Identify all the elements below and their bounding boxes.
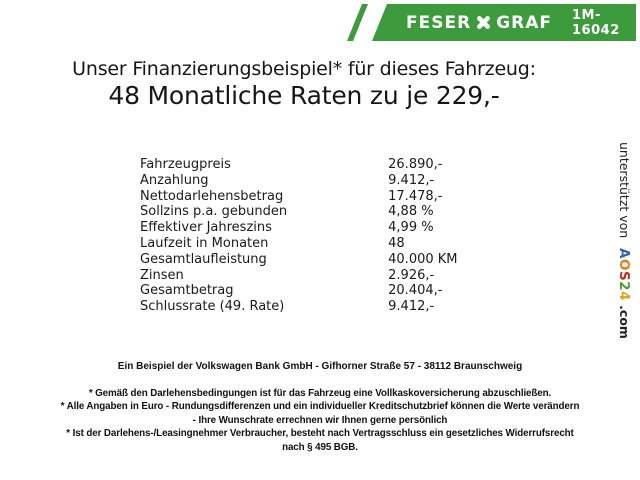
support-prefix: unterstützt von — [617, 142, 632, 243]
row-value: 9.412,- — [388, 299, 435, 315]
support-badge: unterstützt von AOS24 .com — [616, 142, 632, 357]
row-label: Zinsen — [140, 267, 184, 283]
aos24-letter: O — [616, 259, 632, 272]
row-value: 26.890,- — [388, 157, 443, 172]
aos24-letter: A — [616, 248, 632, 260]
bank-address-line: Ein Beispiel der Volkswagen Bank GmbH - … — [117, 361, 523, 372]
aos24-letter: 2 — [616, 281, 632, 292]
legal-note-line: nach § 495 BGB. — [282, 441, 358, 453]
offer-rate-headline: 48 Monatliche Raten zu je 229,- — [108, 81, 500, 110]
table-row: Zinsen 2.926,- — [140, 268, 458, 284]
table-row: Gesamtbetrag 20.404,- — [140, 283, 458, 299]
table-row: Gesamtlaufleistung 40.000 KM — [140, 252, 458, 268]
table-row: Fahrzeugpreis 26.890,- — [140, 157, 458, 173]
row-label: Schlussrate (49. Rate) — [140, 299, 285, 315]
aos24-domain-suffix: .com — [617, 305, 632, 339]
legal-notes: * Gemäß den Darlehensbedingungen ist für… — [0, 387, 640, 454]
table-row: Nettodarlehensbetrag 17.478,- — [140, 189, 458, 205]
table-row: Schlussrate (49. Rate) 9.412,- — [140, 299, 458, 315]
row-value: 48 — [388, 235, 405, 251]
row-value: 9.412,- — [388, 172, 435, 188]
row-value: 17.478,- — [388, 188, 443, 204]
table-row: Anzahlung 9.412,- — [140, 173, 458, 189]
legal-note-line: - Ihre Wunschrate errechnen wir Ihnen ge… — [192, 414, 448, 426]
legal-note-line: * Gemäß den Darlehensbedingungen ist für… — [88, 388, 552, 399]
table-row: Laufzeit in Monaten 48 — [140, 236, 458, 252]
row-label: Sollzins p.a. gebunden — [140, 204, 288, 220]
brand-banner: FESER GRAF 1M-16042 — [372, 4, 636, 41]
legal-note-line: * Alle Angaben in Euro - Rundungsdiffere… — [60, 401, 580, 413]
row-value: 2.926,- — [388, 267, 435, 283]
feser-graf-x-icon — [476, 15, 491, 30]
row-label: Gesamtlaufleistung — [140, 251, 267, 267]
brand-word-feser: FESER — [406, 12, 472, 33]
legal-note-line: * Ist der Darlehens-/Leasingnehmer Verbr… — [66, 428, 574, 440]
row-value: 4,99 % — [388, 220, 434, 236]
row-label: Fahrzeugpreis — [140, 157, 231, 172]
banner-accent-stripe — [347, 4, 368, 41]
feser-graf-logo: FESER GRAF — [406, 13, 552, 33]
financing-table: Fahrzeugpreis 26.890,- Anzahlung 9.412,-… — [140, 157, 458, 315]
row-label: Anzahlung — [140, 172, 209, 188]
row-value: 40.000 KM — [388, 251, 458, 267]
offer-title: Unser Finanzierungsbeispiel* für dieses … — [72, 58, 536, 80]
table-row: Effektiver Jahreszins 4,99 % — [140, 220, 458, 236]
row-value: 4,88 % — [388, 204, 434, 220]
aos24-letter: 4 — [616, 291, 632, 302]
aos24-letter: S — [616, 271, 632, 282]
row-label: Nettodarlehensbetrag — [140, 188, 284, 204]
row-label: Laufzeit in Monaten — [140, 235, 269, 251]
aos24-logo: AOS24 — [616, 248, 632, 301]
row-label: Effektiver Jahreszins — [140, 220, 272, 236]
vehicle-code: 1M-16042 — [572, 7, 620, 38]
row-label: Gesamtbetrag — [140, 283, 234, 299]
table-row: Sollzins p.a. gebunden 4,88 % — [140, 204, 458, 220]
row-value: 20.404,- — [388, 283, 443, 299]
brand-word-graf: GRAF — [496, 12, 553, 33]
